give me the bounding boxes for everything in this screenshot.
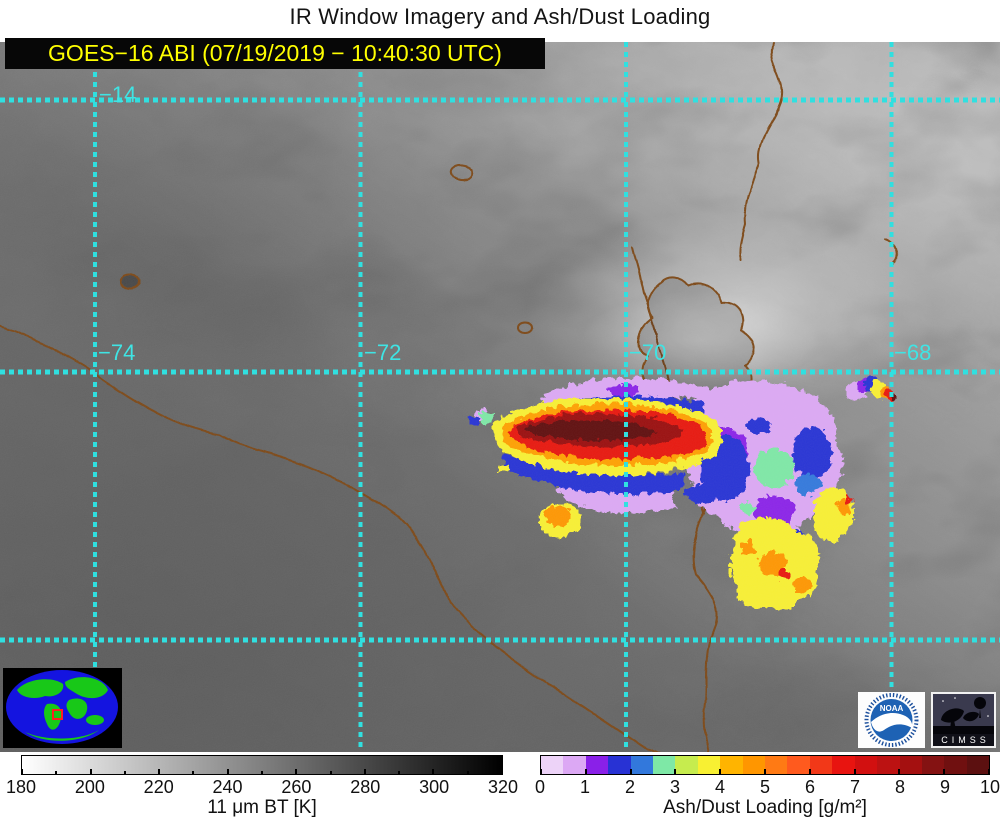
globe-locator	[3, 668, 122, 748]
colorbar-tick	[432, 769, 435, 775]
ash-colorbar-segment	[899, 756, 922, 774]
colorbar-tick	[363, 769, 366, 775]
ash-colorbar-segment	[742, 756, 766, 774]
colorbar-tick	[21, 769, 23, 775]
satellite-timestamp-text: GOES−16 ABI (07/19/2019 − 10:40:30 UTC)	[48, 40, 502, 66]
latitude-label: −14	[99, 82, 136, 107]
colorbar-minor-tick	[55, 771, 58, 775]
colorbar-tick	[226, 769, 229, 775]
ash-tick-label: 9	[939, 777, 951, 797]
ash-colorbar-segment	[921, 756, 945, 774]
ash-tick-label: 2	[624, 777, 636, 797]
ash-colorbar-segment	[608, 756, 631, 774]
colorbar-minor-tick	[192, 771, 195, 775]
colorbar-tick	[501, 769, 503, 775]
page-title: IR Window Imagery and Ash/Dust Loading	[289, 4, 711, 29]
ash-colorbar-segment	[877, 756, 900, 774]
colorbar-tick	[158, 769, 161, 775]
bt-colorbar-labels: 180 200 220 240 260 280 300 320	[6, 777, 518, 797]
globe-locator-map-icon	[6, 670, 118, 744]
colorbar-tick	[89, 769, 92, 775]
ash-colorbar-segment	[630, 756, 654, 774]
ash-tick-label: 1	[579, 777, 591, 797]
bt-tick-label: 320	[487, 777, 519, 797]
cimss-logo: CIMSS	[931, 692, 996, 748]
colorbar-tick	[295, 769, 298, 775]
cimss-dish-icon	[933, 694, 994, 734]
cimss-logo-text: CIMSS	[941, 735, 990, 745]
colorbar-minor-tick	[329, 771, 332, 775]
bt-tick-label: 180	[5, 777, 37, 797]
longitude-label: −70	[629, 340, 666, 365]
ash-colorbar-segment	[563, 756, 586, 774]
ash-colorbar	[540, 755, 990, 775]
ash-tick-label: 6	[804, 777, 816, 797]
longitude-label: −72	[364, 340, 401, 365]
ash-colorbar-segment	[653, 756, 676, 774]
ash-tick-label: 8	[894, 777, 906, 797]
bt-tick-label: 260	[281, 777, 312, 797]
bt-tick-label: 220	[143, 777, 174, 797]
bt-colorbar	[21, 755, 503, 775]
ash-colorbar-caption: Ash/Dust Loading [g/m²]	[663, 797, 867, 818]
ash-colorbar-segment	[966, 756, 990, 774]
longitude-label: −74	[98, 340, 135, 365]
colorbar-minor-tick	[398, 771, 401, 775]
ash-colorbar-segment	[765, 756, 788, 774]
bt-tick-label: 280	[350, 777, 381, 797]
map-overlay-graphics: −14 −74 −72 −70 −68	[0, 42, 1000, 752]
ash-colorbar-segment	[675, 756, 698, 774]
ash-colorbar-labels: 0 1 2 3 4 5 6 7 8 9 10	[535, 777, 1000, 797]
ash-tick-label: 7	[849, 777, 861, 797]
ash-tick-label: 4	[714, 777, 726, 797]
cimss-logo-inner: CIMSS	[933, 694, 994, 746]
colorbar-minor-tick	[466, 771, 469, 775]
noaa-logo-text: NOAA	[880, 704, 904, 713]
ash-colorbar-segment	[809, 756, 833, 774]
satellite-timestamp-label: GOES−16 ABI (07/19/2019 − 10:40:30 UTC)	[5, 38, 545, 69]
bt-tick-label: 240	[212, 777, 243, 797]
ash-colorbar-segment	[944, 756, 967, 774]
bt-tick-label: 200	[74, 777, 105, 797]
ash-colorbar-segment	[832, 756, 855, 774]
longitude-label: −68	[894, 340, 931, 365]
bt-colorbar-caption: 11 μm BT [K]	[207, 797, 317, 818]
ash-colorbar-segment	[541, 756, 564, 774]
colorbar-minor-tick	[261, 771, 263, 775]
noaa-logo: NOAA	[858, 692, 925, 748]
latlon-gridlines	[0, 42, 1000, 752]
ash-colorbar-segment	[585, 756, 609, 774]
ash-colorbar-segment	[697, 756, 721, 774]
noaa-logo-icon: NOAA	[864, 693, 919, 747]
satellite-map: −14 −74 −72 −70 −68	[0, 42, 1000, 752]
bt-colorbar-ticks	[21, 756, 503, 776]
ash-colorbar-segment	[720, 756, 743, 774]
ash-tick-label: 10	[979, 777, 1000, 797]
ash-tick-label: 0	[534, 777, 546, 797]
ash-tick-label: 3	[669, 777, 681, 797]
film-grain	[0, 42, 1000, 752]
ash-colorbar-segment	[787, 756, 810, 774]
colorbar-minor-tick	[123, 771, 126, 775]
bt-tick-label: 300	[419, 777, 450, 797]
ash-tick-label: 5	[759, 777, 771, 797]
ash-colorbar-segment	[854, 756, 878, 774]
